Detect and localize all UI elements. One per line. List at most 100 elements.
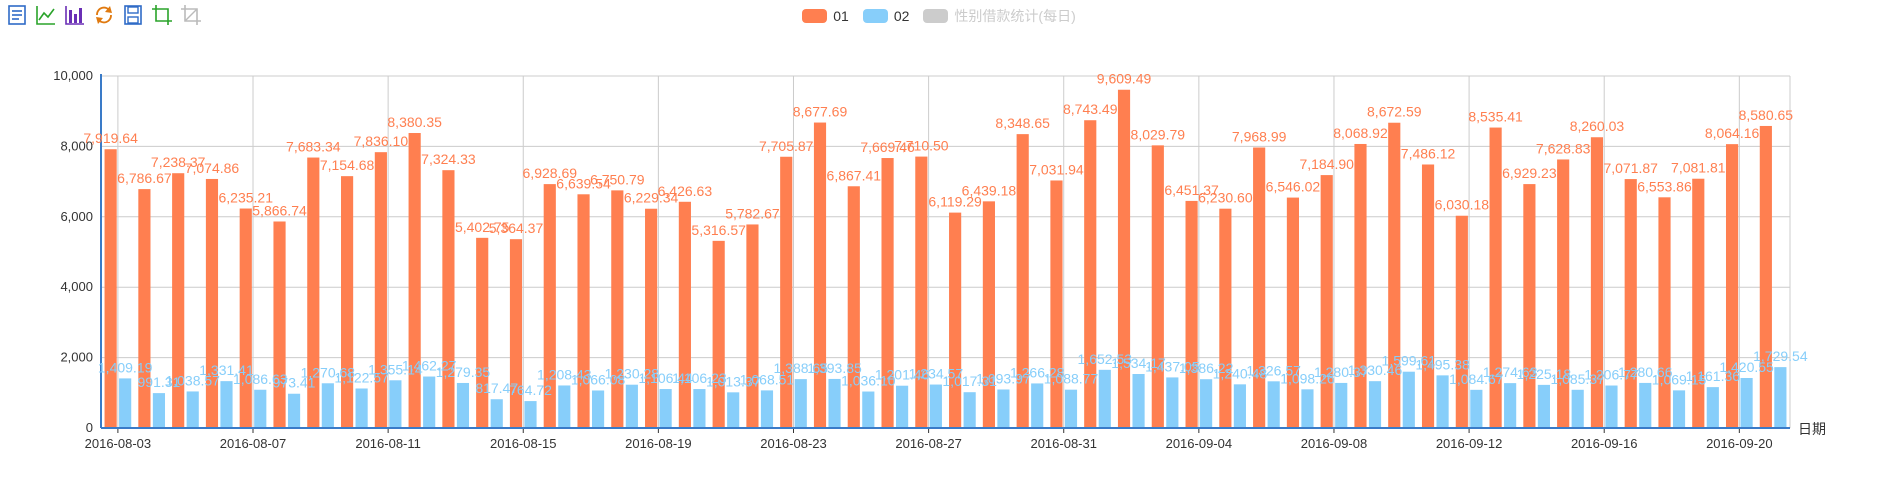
bar-02[interactable] [1436, 375, 1449, 428]
bar-02[interactable] [1132, 373, 1145, 428]
bar-01[interactable] [307, 157, 320, 428]
bar-02[interactable] [794, 379, 807, 428]
legend-item-01[interactable]: 01 [802, 8, 849, 24]
bar-01[interactable] [374, 152, 387, 428]
bar-chart-icon[interactable] [64, 4, 86, 26]
bar-02[interactable] [1537, 384, 1550, 428]
bar-02[interactable] [1233, 384, 1246, 428]
bar-02[interactable] [727, 392, 740, 428]
bar-02[interactable] [1774, 367, 1787, 428]
bar-02[interactable] [1267, 381, 1280, 428]
bar-02[interactable] [186, 391, 199, 428]
bar-01[interactable] [205, 178, 219, 428]
bar-02[interactable] [490, 399, 503, 428]
bar-02[interactable] [625, 384, 638, 428]
bar-01[interactable] [1050, 180, 1063, 428]
bar-02[interactable] [693, 389, 706, 428]
bar-01[interactable] [138, 189, 151, 428]
bar-02[interactable] [1368, 381, 1382, 428]
bar-01[interactable] [1253, 147, 1266, 428]
bar-02[interactable] [152, 393, 166, 428]
bar-01[interactable] [273, 221, 286, 428]
bar-02[interactable] [389, 380, 402, 428]
bar-02[interactable] [963, 392, 976, 428]
bar-01[interactable] [813, 122, 827, 428]
bar-01[interactable] [712, 240, 725, 428]
bar-01[interactable] [746, 224, 759, 428]
bar-02[interactable] [896, 385, 909, 428]
bar-02[interactable] [1672, 390, 1686, 428]
restore-icon[interactable] [93, 4, 115, 26]
bar-01[interactable] [1117, 89, 1131, 429]
bar-02[interactable] [1402, 371, 1415, 428]
bar-01[interactable] [1624, 179, 1637, 428]
bar-01[interactable] [1658, 197, 1671, 428]
bar-01[interactable] [881, 158, 894, 428]
bar-02[interactable] [456, 382, 470, 428]
bar-01[interactable] [1590, 137, 1604, 428]
bar-02[interactable] [591, 390, 605, 428]
bar-01[interactable] [678, 201, 691, 428]
bar-01[interactable] [1151, 145, 1164, 429]
bar-01[interactable] [476, 237, 489, 428]
bar-02[interactable] [659, 389, 672, 428]
bar-01[interactable] [915, 156, 928, 428]
bar-01[interactable] [577, 194, 590, 428]
bar-01[interactable] [543, 184, 556, 428]
bar-02[interactable] [1639, 382, 1652, 428]
bar-02[interactable] [1504, 383, 1517, 428]
bar-01[interactable] [1286, 197, 1300, 428]
zoom-icon[interactable] [151, 4, 173, 26]
bar-01[interactable] [239, 208, 252, 428]
bar-02[interactable] [1605, 385, 1618, 428]
data-view-icon[interactable] [6, 4, 28, 26]
bar-02[interactable] [558, 385, 571, 428]
bar-02[interactable] [1571, 389, 1584, 428]
bar-01[interactable] [1354, 143, 1367, 429]
bar-02[interactable] [1166, 377, 1179, 428]
bar-02[interactable] [119, 378, 132, 428]
legend-item-total[interactable]: 性别借款统计(每日) [923, 6, 1076, 26]
bar-01[interactable] [645, 208, 658, 428]
bar-01[interactable] [847, 186, 860, 428]
bar-01[interactable] [1421, 164, 1435, 428]
bar-02[interactable] [1031, 383, 1044, 428]
zoom-reset-icon[interactable] [180, 4, 202, 26]
bar-01[interactable] [1016, 134, 1029, 429]
bar-01[interactable] [1759, 125, 1772, 428]
bar-02[interactable] [423, 376, 436, 428]
bar-02[interactable] [1200, 379, 1213, 428]
bar-02[interactable] [321, 383, 334, 428]
bar-01[interactable] [509, 239, 523, 428]
bar-01[interactable] [1455, 215, 1468, 428]
bar-02[interactable] [220, 381, 233, 428]
bar-02[interactable] [355, 388, 368, 428]
bar-01[interactable] [1185, 200, 1198, 428]
bar-01[interactable] [1320, 175, 1333, 428]
bar-02[interactable] [862, 391, 875, 428]
bar-01[interactable] [104, 149, 117, 428]
bar-02[interactable] [828, 378, 841, 428]
bar-01[interactable] [949, 212, 962, 428]
bar-01[interactable] [172, 173, 185, 428]
bar-02[interactable] [1098, 369, 1111, 428]
bar-02[interactable] [760, 390, 774, 428]
bar-02[interactable] [1064, 389, 1078, 428]
bar-02[interactable] [1301, 389, 1314, 428]
save-image-icon[interactable] [122, 4, 144, 26]
bar-01[interactable] [1725, 144, 1739, 428]
bar-02[interactable] [1470, 389, 1483, 428]
bar-01[interactable] [341, 176, 354, 428]
bar-02[interactable] [287, 393, 301, 428]
bar-01[interactable] [442, 170, 455, 428]
bar-01[interactable] [1084, 120, 1097, 428]
bar-01[interactable] [1557, 159, 1570, 428]
bar-01[interactable] [1692, 178, 1705, 428]
bar-01[interactable] [982, 201, 995, 428]
bar-02[interactable] [254, 389, 267, 428]
bar-02[interactable] [1740, 377, 1753, 428]
bar-01[interactable] [1219, 208, 1232, 428]
bar-01[interactable] [611, 190, 624, 428]
legend-item-02[interactable]: 02 [862, 8, 909, 24]
bar-01[interactable] [408, 133, 421, 429]
